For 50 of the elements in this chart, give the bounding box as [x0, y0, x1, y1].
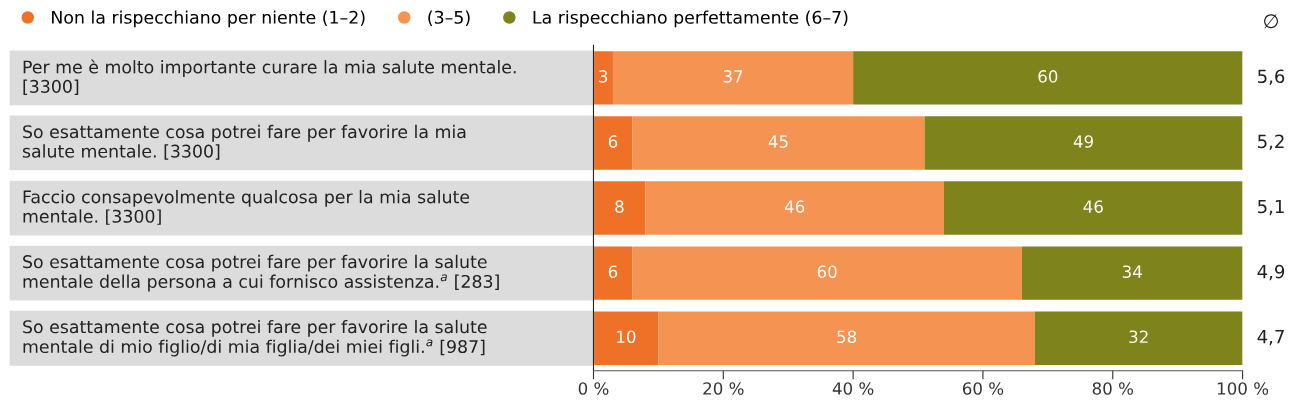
data-label: 60: [1038, 70, 1058, 83]
data-label: 3: [599, 70, 608, 83]
x-tick-label: 40 %: [832, 382, 874, 395]
bar: [593, 181, 646, 235]
data-label: 46: [784, 200, 805, 213]
x-tick-label: 80 %: [1092, 382, 1134, 395]
bar: [593, 311, 659, 365]
x-tick-label: 20 %: [703, 382, 744, 395]
x-tick-label: 100 %: [1217, 382, 1269, 395]
data-label: 34: [1122, 265, 1142, 278]
bar: [924, 116, 1243, 170]
text: 5,1: [1258, 199, 1284, 216]
bar: [658, 311, 1035, 365]
data-label: 37: [723, 70, 743, 83]
text: ∅: [1264, 14, 1279, 29]
y-tick-label: Per me è molto importante curare la mia salute mentale. [3300]: [23, 59, 516, 96]
text: 5,2: [1258, 134, 1284, 151]
legend-label: (3–5): [428, 10, 470, 26]
bar: [632, 246, 1022, 300]
data-label: 6: [608, 265, 618, 278]
data-label: 46: [1083, 200, 1103, 213]
y-tick-label: So esattamente cosa potrei fare per favorire la salute mentale della persona a cui fornisco assistenza.$^{a}$ [283]: [23, 254, 499, 292]
legend-label: La rispecchiano perfettamente (6–7): [533, 10, 848, 28]
data-label: 10: [617, 330, 636, 344]
legend-label: Non la rispecchiano per niente (1–2): [52, 10, 365, 28]
data-label: 32: [1129, 330, 1148, 344]
data-label: 60: [817, 265, 837, 278]
data-label: 6: [608, 135, 618, 148]
bar: [943, 181, 1243, 235]
bar: [1021, 246, 1243, 300]
bar: [632, 116, 925, 170]
data-label: 8: [615, 200, 624, 213]
bar: [593, 116, 633, 170]
data-label: 45: [768, 135, 788, 148]
bar: [612, 51, 854, 105]
x-tick-label: 0 %: [578, 382, 609, 395]
bar: [853, 51, 1243, 105]
y-tick-label: So esattamente cosa potrei fare per favorire la mia salute mentale. [3300]: [22, 124, 466, 160]
data-label: 49: [1073, 135, 1093, 148]
text: 4,7: [1257, 330, 1284, 346]
bar: [593, 51, 613, 105]
y-tick-label: Faccio consapevolmente qualcosa per la mia salute mentale. [3300]: [23, 189, 470, 225]
data-label: 58: [837, 330, 857, 344]
x-tick-label: 60 %: [962, 382, 1004, 395]
bar: [645, 181, 944, 235]
y-tick-label: So esattamente cosa potrei fare per favorire la salute mentale di mio figlio/di mia figlia/dei miei figli.$^{a}$ [987]: [23, 319, 487, 357]
bar: [593, 246, 633, 300]
bar: [1034, 311, 1243, 365]
text: 4,9: [1257, 264, 1285, 281]
text: 5,6: [1258, 69, 1285, 85]
